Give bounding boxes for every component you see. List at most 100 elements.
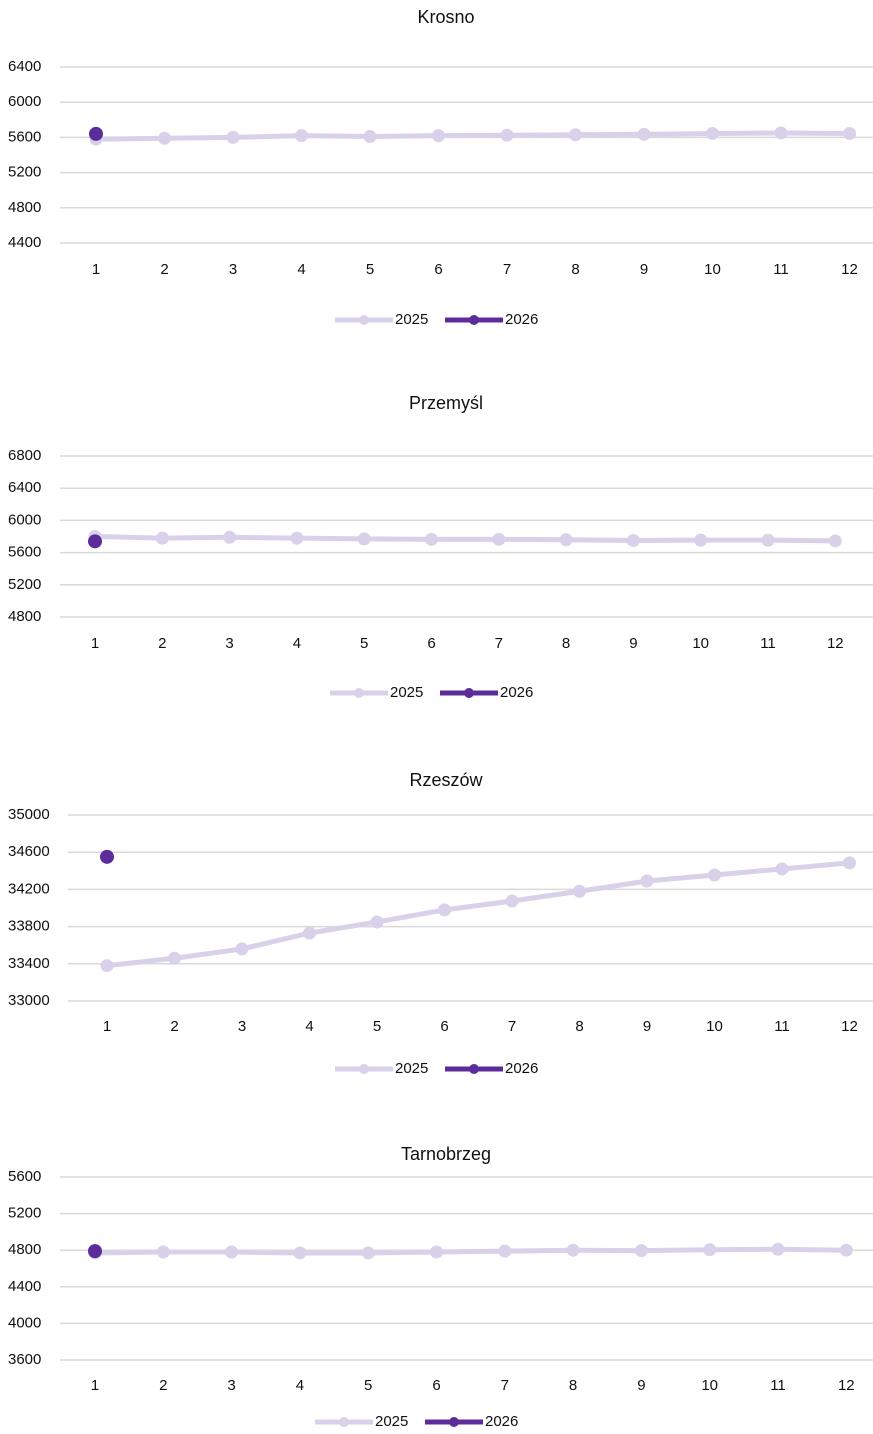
- legend-marker: [449, 1417, 459, 1427]
- data-point: [156, 1245, 170, 1259]
- data-point: [843, 126, 856, 140]
- data-point: [425, 532, 438, 546]
- legend-marker: [359, 315, 369, 325]
- x-tick-label: 2: [160, 261, 168, 278]
- data-point: [158, 131, 171, 145]
- x-tick-label: 5: [373, 1018, 381, 1035]
- x-tick-label: 6: [432, 1377, 440, 1394]
- legend-label: 2025: [375, 1413, 408, 1430]
- legend-label: 2026: [500, 684, 533, 701]
- x-tick-label: 2: [158, 635, 166, 652]
- x-tick-label: 11: [774, 1018, 790, 1035]
- legend-label: 2026: [505, 311, 538, 328]
- x-tick-label: 4: [305, 1018, 313, 1035]
- y-tick-label: 4800: [8, 608, 41, 625]
- x-tick-label: 8: [562, 635, 570, 652]
- x-tick-label: 10: [692, 635, 709, 652]
- data-point: [828, 534, 842, 548]
- data-point: [361, 1246, 375, 1260]
- legend-label: 2026: [485, 1413, 518, 1430]
- series-line: [106, 860, 850, 969]
- data-point: [88, 534, 102, 549]
- x-tick-label: 8: [569, 1377, 577, 1394]
- x-tick-label: 5: [366, 261, 374, 278]
- x-tick-label: 1: [91, 1377, 99, 1394]
- x-tick-label: 9: [629, 635, 637, 652]
- x-tick-label: 6: [427, 635, 435, 652]
- x-tick-label: 9: [643, 1018, 651, 1035]
- data-point: [100, 849, 114, 864]
- x-tick-label: 11: [770, 1377, 786, 1394]
- chart-title: Tarnobrzeg: [401, 1144, 491, 1164]
- data-point: [839, 1243, 853, 1257]
- x-tick-label: 5: [360, 635, 368, 652]
- y-tick-label: 5600: [8, 544, 41, 561]
- y-tick-label: 5200: [8, 1205, 41, 1222]
- data-point: [708, 868, 721, 882]
- x-tick-label: 7: [501, 1377, 509, 1394]
- data-point: [761, 533, 775, 547]
- x-tick-label: 11: [760, 635, 776, 652]
- y-tick-label: 5600: [8, 128, 41, 145]
- data-point: [492, 532, 506, 546]
- data-point: [370, 915, 384, 929]
- x-tick-label: 10: [706, 1018, 723, 1035]
- data-point: [843, 856, 856, 870]
- y-tick-label: 6000: [8, 511, 41, 528]
- data-point: [566, 1243, 580, 1257]
- x-tick-label: 8: [575, 1018, 583, 1035]
- legend-label: 2025: [395, 311, 428, 328]
- x-tick-label: 7: [508, 1018, 516, 1035]
- y-tick-label: 4400: [8, 1278, 41, 1295]
- x-tick-label: 7: [503, 261, 511, 278]
- x-tick-label: 4: [296, 1377, 304, 1394]
- x-tick-label: 1: [92, 261, 100, 278]
- x-tick-label: 8: [571, 261, 579, 278]
- y-tick-label: 4400: [8, 234, 41, 251]
- data-point: [357, 532, 371, 546]
- data-point: [226, 130, 240, 144]
- x-tick-label: 1: [103, 1018, 111, 1035]
- data-point: [89, 126, 103, 141]
- y-tick-label: 6400: [8, 58, 41, 75]
- x-tick-label: 4: [293, 635, 301, 652]
- data-point: [438, 903, 451, 917]
- y-tick-label: 4800: [8, 1241, 41, 1258]
- data-point: [223, 530, 237, 544]
- x-tick-label: 3: [238, 1018, 246, 1035]
- y-tick-label: 3600: [8, 1351, 41, 1368]
- data-point: [498, 1244, 512, 1258]
- x-tick-label: 12: [838, 1377, 855, 1394]
- x-tick-label: 9: [637, 1377, 645, 1394]
- data-point: [505, 894, 519, 908]
- y-tick-label: 35000: [8, 806, 50, 823]
- x-tick-label: 4: [297, 261, 305, 278]
- data-point: [295, 129, 308, 143]
- x-tick-label: 3: [229, 261, 237, 278]
- data-point: [432, 129, 445, 143]
- y-tick-label: 34200: [8, 880, 50, 897]
- x-tick-label: 3: [227, 1377, 235, 1394]
- y-tick-label: 6800: [8, 447, 41, 464]
- data-point: [363, 130, 377, 144]
- x-tick-label: 7: [495, 635, 503, 652]
- legend-marker: [464, 688, 474, 698]
- y-tick-label: 4800: [8, 199, 41, 216]
- y-tick-label: 4000: [8, 1314, 41, 1331]
- data-point: [634, 1244, 648, 1258]
- chart-title: Krosno: [417, 7, 474, 27]
- legend-label: 2025: [395, 1060, 428, 1077]
- data-point: [573, 884, 586, 898]
- y-tick-label: 34600: [8, 843, 50, 860]
- data-point: [774, 126, 788, 140]
- x-tick-label: 1: [91, 635, 99, 652]
- data-point: [293, 1246, 307, 1260]
- data-point: [290, 531, 304, 545]
- y-tick-label: 33000: [8, 992, 50, 1009]
- y-tick-label: 5600: [8, 1168, 41, 1185]
- y-tick-label: 5200: [8, 576, 41, 593]
- x-tick-label: 6: [434, 261, 442, 278]
- x-tick-label: 12: [827, 635, 844, 652]
- x-tick-label: 12: [841, 261, 858, 278]
